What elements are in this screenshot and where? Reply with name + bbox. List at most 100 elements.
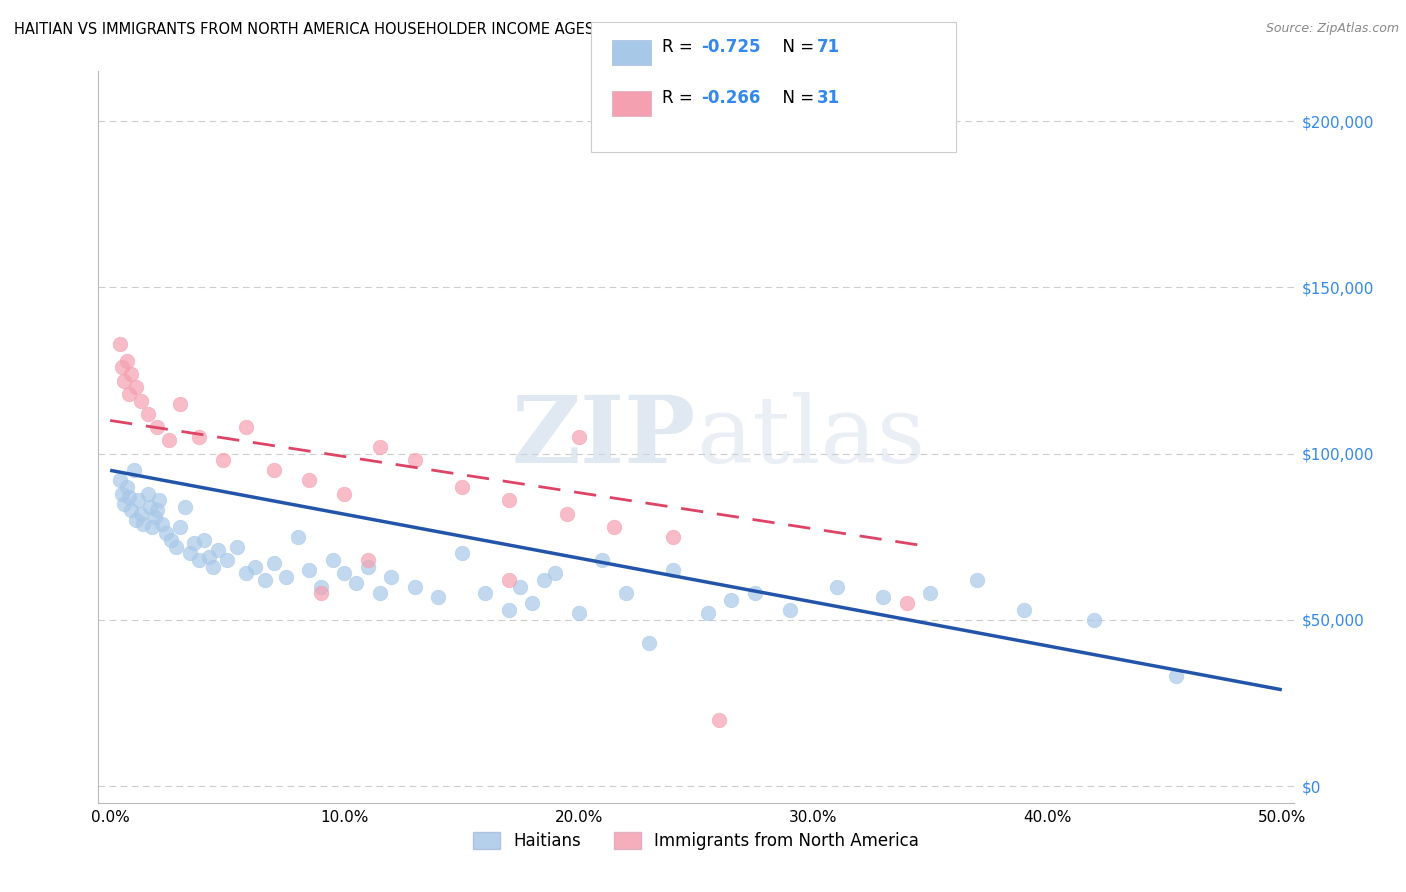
Point <box>474 586 496 600</box>
Point <box>111 360 134 375</box>
Point <box>108 337 131 351</box>
Point <box>287 530 309 544</box>
Point <box>333 566 356 581</box>
Point <box>744 586 766 600</box>
Point <box>127 493 149 508</box>
Point <box>298 563 321 577</box>
Point <box>211 453 233 467</box>
Point <box>544 566 567 581</box>
Point <box>263 557 285 571</box>
Point <box>309 586 332 600</box>
Point <box>920 586 942 600</box>
Point <box>179 546 201 560</box>
Point <box>112 374 135 388</box>
Point <box>568 430 591 444</box>
Point <box>696 607 718 621</box>
Point <box>872 590 894 604</box>
Text: Source: ZipAtlas.com: Source: ZipAtlas.com <box>1265 22 1399 36</box>
Point <box>146 420 169 434</box>
Point <box>498 603 520 617</box>
Point <box>202 559 225 574</box>
Text: N =: N = <box>772 38 820 56</box>
Point <box>169 397 191 411</box>
Point <box>118 387 141 401</box>
Point <box>112 497 135 511</box>
Text: R =: R = <box>662 89 699 107</box>
Point <box>555 507 578 521</box>
Point <box>183 536 205 550</box>
Text: -0.266: -0.266 <box>702 89 761 107</box>
Text: atlas: atlas <box>696 392 925 482</box>
Point <box>896 596 918 610</box>
Point <box>404 453 426 467</box>
Point <box>1166 669 1188 683</box>
Point <box>427 590 450 604</box>
Text: HAITIAN VS IMMIGRANTS FROM NORTH AMERICA HOUSEHOLDER INCOME AGES 25 - 44 YEARS C: HAITIAN VS IMMIGRANTS FROM NORTH AMERICA… <box>14 22 866 37</box>
Point <box>344 576 367 591</box>
Point <box>155 526 177 541</box>
Text: -0.725: -0.725 <box>702 38 761 56</box>
Point <box>614 586 637 600</box>
Point <box>825 580 848 594</box>
Point <box>225 540 247 554</box>
Point <box>235 566 257 581</box>
Point <box>309 580 332 594</box>
Point <box>533 573 555 587</box>
Point <box>603 520 626 534</box>
Point <box>120 503 142 517</box>
Point <box>148 493 170 508</box>
Point <box>118 490 141 504</box>
Point <box>157 434 180 448</box>
Point <box>404 580 426 594</box>
Point <box>174 500 197 514</box>
Point <box>779 603 801 617</box>
Point <box>509 580 531 594</box>
Point <box>357 553 380 567</box>
Point <box>638 636 661 650</box>
Point <box>322 553 344 567</box>
Point <box>709 713 731 727</box>
Point <box>122 463 145 477</box>
Point <box>132 516 155 531</box>
Point <box>263 463 285 477</box>
Point <box>141 520 163 534</box>
Point <box>111 486 134 500</box>
Point <box>217 553 239 567</box>
Point <box>197 549 219 564</box>
Point <box>136 486 159 500</box>
Point <box>160 533 183 548</box>
Point <box>720 593 742 607</box>
Point <box>129 507 152 521</box>
Point <box>253 573 276 587</box>
Point <box>115 353 138 368</box>
Point <box>245 559 267 574</box>
Text: N =: N = <box>772 89 820 107</box>
Point <box>188 430 211 444</box>
Point <box>661 563 683 577</box>
Text: 31: 31 <box>817 89 839 107</box>
Text: 71: 71 <box>817 38 839 56</box>
Point <box>498 493 520 508</box>
Point <box>143 509 166 524</box>
Point <box>108 473 131 487</box>
Point <box>165 540 187 554</box>
Point <box>139 500 162 514</box>
Point <box>169 520 191 534</box>
Point <box>568 607 591 621</box>
Point <box>380 570 402 584</box>
Point <box>146 503 169 517</box>
Point <box>188 553 211 567</box>
Text: ZIP: ZIP <box>512 392 696 482</box>
Point <box>193 533 215 548</box>
Text: R =: R = <box>662 38 699 56</box>
Point <box>120 367 142 381</box>
Point <box>357 559 380 574</box>
Point <box>235 420 257 434</box>
Point <box>333 486 356 500</box>
Point <box>498 573 520 587</box>
Point <box>207 543 229 558</box>
Point <box>1012 603 1035 617</box>
Point <box>129 393 152 408</box>
Point <box>150 516 173 531</box>
Point <box>368 586 391 600</box>
